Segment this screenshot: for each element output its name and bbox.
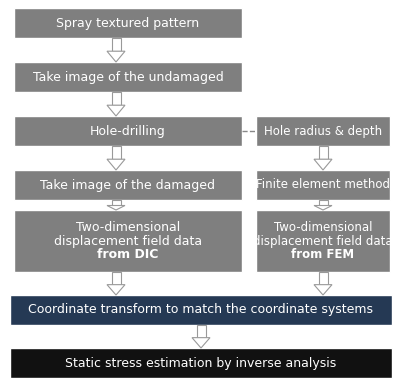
Text: displacement field data: displacement field data bbox=[253, 235, 393, 248]
FancyBboxPatch shape bbox=[14, 210, 242, 272]
FancyBboxPatch shape bbox=[14, 62, 242, 92]
Bar bbox=[196, 325, 206, 338]
FancyBboxPatch shape bbox=[256, 210, 390, 272]
Text: from DIC: from DIC bbox=[97, 248, 159, 261]
Polygon shape bbox=[314, 159, 332, 170]
FancyBboxPatch shape bbox=[14, 170, 242, 200]
Text: Static stress estimation by inverse analysis: Static stress estimation by inverse anal… bbox=[65, 356, 337, 369]
Polygon shape bbox=[107, 51, 125, 62]
Text: Spray textured pattern: Spray textured pattern bbox=[57, 16, 200, 29]
Text: Coordinate transform to match the coordinate systems: Coordinate transform to match the coordi… bbox=[29, 304, 374, 317]
Bar bbox=[318, 146, 328, 159]
Polygon shape bbox=[107, 206, 125, 210]
Bar bbox=[112, 200, 120, 206]
Bar bbox=[112, 146, 120, 159]
Polygon shape bbox=[107, 285, 125, 295]
Polygon shape bbox=[314, 285, 332, 295]
Bar bbox=[318, 200, 328, 206]
Polygon shape bbox=[107, 105, 125, 116]
Text: displacement field data: displacement field data bbox=[54, 235, 202, 248]
Text: Hole-drilling: Hole-drilling bbox=[90, 125, 166, 138]
FancyBboxPatch shape bbox=[256, 116, 390, 146]
Bar bbox=[112, 272, 120, 285]
Text: Take image of the damaged: Take image of the damaged bbox=[40, 178, 215, 191]
Polygon shape bbox=[314, 206, 332, 210]
Text: Hole radius & depth: Hole radius & depth bbox=[264, 125, 382, 138]
Polygon shape bbox=[192, 338, 210, 348]
Bar bbox=[112, 92, 120, 105]
Text: Two-dimensional: Two-dimensional bbox=[76, 221, 180, 234]
FancyBboxPatch shape bbox=[256, 170, 390, 200]
FancyBboxPatch shape bbox=[14, 8, 242, 38]
Text: Take image of the undamaged: Take image of the undamaged bbox=[33, 71, 223, 84]
Text: Two-dimensional: Two-dimensional bbox=[274, 221, 372, 234]
FancyBboxPatch shape bbox=[14, 116, 242, 146]
Bar bbox=[112, 38, 120, 51]
FancyBboxPatch shape bbox=[10, 348, 392, 378]
Polygon shape bbox=[107, 159, 125, 170]
Bar bbox=[318, 272, 328, 285]
Text: from FEM: from FEM bbox=[291, 248, 355, 261]
FancyBboxPatch shape bbox=[10, 295, 392, 325]
Text: Finite element method: Finite element method bbox=[256, 178, 390, 191]
